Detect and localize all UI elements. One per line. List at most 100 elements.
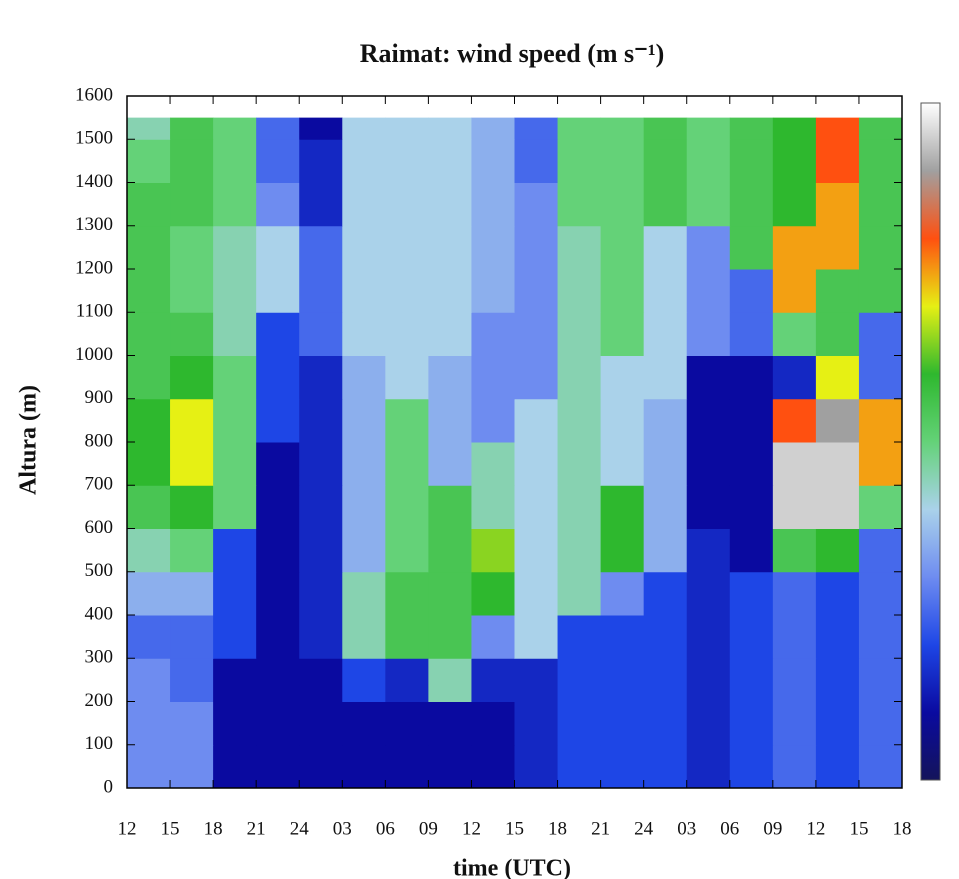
heatmap-cell — [772, 117, 817, 140]
heatmap-cell — [428, 485, 472, 529]
heatmap-cell — [643, 615, 688, 659]
heatmap-cell — [213, 398, 257, 443]
heatmap-cell — [299, 225, 343, 270]
chart-title: Raimat: wind speed (m s⁻¹) — [360, 39, 665, 68]
heatmap-cell — [256, 139, 300, 183]
heatmap-cell — [686, 182, 731, 227]
colorbar-segment — [921, 644, 940, 713]
heatmap-cell — [471, 225, 515, 270]
heatmap-cell — [428, 355, 472, 400]
x-tick-label: 18 — [204, 818, 223, 839]
heatmap-cell — [299, 571, 343, 616]
heatmap-cell — [514, 571, 559, 616]
x-tick-label: 21 — [247, 818, 266, 839]
heatmap-cell — [127, 658, 171, 702]
heatmap-cell — [815, 701, 860, 746]
heatmap-cell — [557, 744, 602, 789]
heatmap-cell — [428, 701, 472, 746]
heatmap-cell — [514, 225, 559, 270]
heatmap-cell — [858, 355, 903, 400]
heatmap-cell — [600, 117, 645, 140]
heatmap-cell — [471, 615, 515, 659]
heatmap-cell — [815, 269, 860, 313]
heatmap-cell — [557, 312, 602, 356]
heatmap-cell — [815, 615, 860, 659]
heatmap-cell — [686, 701, 731, 746]
heatmap-cell — [256, 225, 300, 270]
heatmap-cell — [170, 182, 214, 227]
heatmap-cell — [256, 117, 300, 140]
heatmap-cell — [342, 528, 386, 573]
heatmap-cell — [600, 615, 645, 659]
heatmap-cell — [471, 485, 515, 529]
heatmap-cell — [643, 312, 688, 356]
heatmap-cell — [858, 571, 903, 616]
y-tick-label: 400 — [85, 603, 114, 624]
heatmap-cell — [858, 182, 903, 227]
heatmap-cell — [643, 701, 688, 746]
heatmap-cell — [858, 744, 903, 789]
heatmap-cell — [213, 485, 257, 529]
heatmap-cell — [686, 615, 731, 659]
heatmap-cell — [299, 312, 343, 356]
heatmap-cell — [772, 701, 817, 746]
heatmap-cell — [858, 701, 903, 746]
heatmap-cell — [643, 744, 688, 789]
heatmap-cell — [643, 117, 688, 140]
heatmap-cell — [600, 701, 645, 746]
heatmap-cell — [127, 312, 171, 356]
x-tick-label: 12 — [806, 818, 825, 839]
heatmap-cell — [643, 528, 688, 573]
y-tick-label: 1200 — [75, 257, 113, 278]
heatmap-cell — [600, 485, 645, 529]
colorbar-segment — [921, 103, 940, 172]
heatmap-cell — [385, 312, 429, 356]
heatmap-cell — [514, 117, 559, 140]
heatmap-cell — [471, 182, 515, 227]
heatmap-cell — [170, 312, 214, 356]
heatmap-cell — [342, 615, 386, 659]
heatmap-cell — [127, 355, 171, 400]
heatmap-cell — [600, 225, 645, 270]
heatmap-cell — [170, 117, 214, 140]
colorbar-segment — [921, 373, 940, 442]
heatmap-cell — [428, 398, 472, 443]
heatmap-cell — [342, 701, 386, 746]
x-tick-label: 03 — [333, 818, 352, 839]
heatmap-cell — [256, 442, 300, 486]
heatmap-cell — [514, 269, 559, 313]
heatmap-cell — [729, 225, 774, 270]
heatmap-cell — [342, 398, 386, 443]
y-tick-label: 700 — [85, 474, 114, 495]
heatmap-cell — [815, 139, 860, 183]
heatmap-cell — [127, 442, 171, 486]
heatmap-cell — [772, 571, 817, 616]
heatmap-cell — [299, 528, 343, 573]
heatmap-cell — [643, 398, 688, 443]
heatmap-cell — [471, 269, 515, 313]
heatmap-cell — [858, 442, 903, 486]
heatmap-cell — [729, 269, 774, 313]
heatmap-cell — [299, 701, 343, 746]
heatmap-cell — [600, 182, 645, 227]
heatmap-cell — [815, 182, 860, 227]
heatmap-cell — [729, 744, 774, 789]
heatmap-cell — [170, 442, 214, 486]
heatmap-cell — [471, 528, 515, 573]
heatmap-cell — [385, 182, 429, 227]
y-tick-label: 900 — [85, 387, 114, 408]
heatmap-cell — [600, 398, 645, 443]
x-tick-label: 12 — [462, 818, 481, 839]
x-tick-label: 15 — [505, 818, 524, 839]
heatmap-cell — [127, 269, 171, 313]
heatmap-cell — [557, 269, 602, 313]
heatmap-cell — [557, 701, 602, 746]
heatmap-cell — [815, 658, 860, 702]
heatmap-cell — [342, 182, 386, 227]
heatmap-cell — [772, 139, 817, 183]
heatmap-cell — [557, 485, 602, 529]
heatmap-cell — [213, 528, 257, 573]
heatmap-cell — [385, 398, 429, 443]
heatmap-cell — [600, 269, 645, 313]
